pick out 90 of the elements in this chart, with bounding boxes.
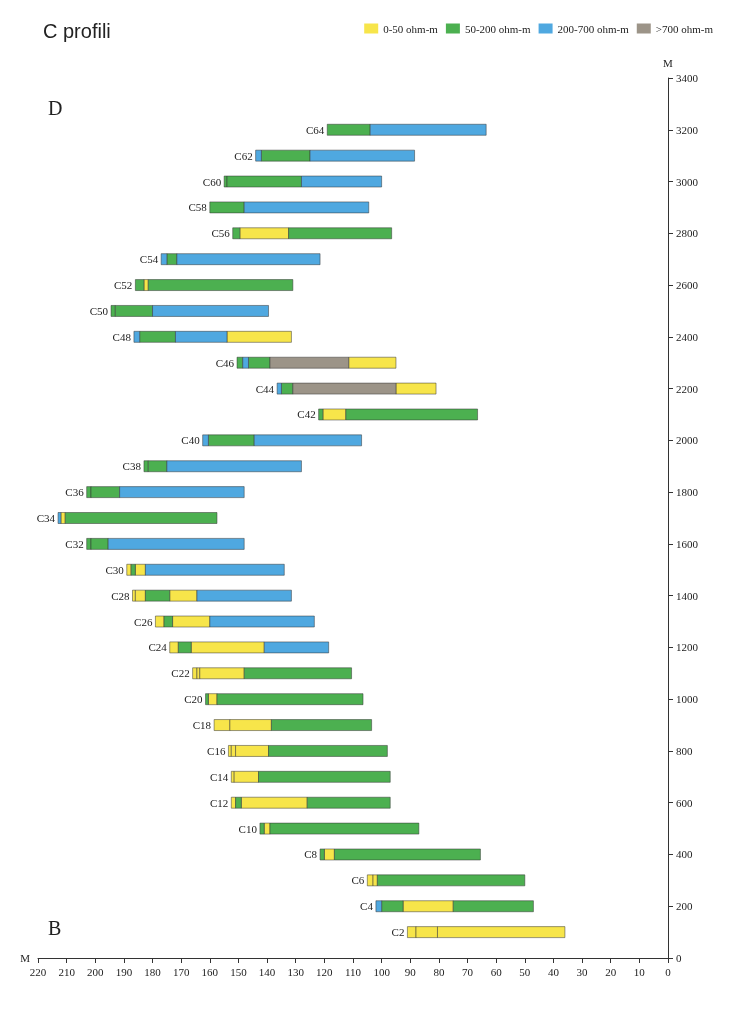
annotation: C56 [211, 227, 231, 240]
annotation: C10 [238, 822, 258, 835]
bar [367, 874, 374, 887]
legend-label: 0-50 ohm-m [383, 22, 439, 35]
y-tick-label: 800 [676, 744, 693, 757]
annotation: C28 [111, 589, 130, 602]
annotation: B [48, 917, 62, 939]
x-tick-label: 40 [547, 965, 560, 978]
x-tick-label: 70 [462, 965, 474, 978]
y-tick-label: 3400 [676, 72, 699, 84]
annotation: C14 [209, 770, 229, 783]
bar [148, 279, 294, 291]
annotation: C50 [89, 304, 109, 317]
y-tick-label: 2800 [676, 227, 699, 240]
y-tick-label: 1000 [676, 693, 699, 706]
y-tick-label: 400 [676, 848, 693, 861]
annotation: C20 [184, 693, 204, 706]
y-tick-label: 3200 [676, 123, 699, 136]
bar [64, 512, 218, 524]
annotation: C46 [215, 356, 235, 369]
x-tick-label: 180 [144, 965, 162, 978]
x-tick-label: 90 [404, 965, 417, 978]
annotation: C2 [391, 926, 405, 939]
x-tick-label: 150 [230, 965, 248, 978]
annotation: C60 [202, 175, 222, 188]
annotation: C18 [192, 719, 212, 732]
y-tick-label: 2000 [676, 434, 699, 447]
annotation: C52 [114, 279, 133, 292]
x-tick-label: 50 [519, 965, 531, 978]
annotation: C6 [351, 874, 365, 887]
x-tick-label: 220 [29, 965, 47, 978]
bar [135, 279, 145, 291]
annotation: C36 [65, 486, 85, 499]
legend-label: >700 ohm-m [655, 22, 714, 35]
x-tick-label: 80 [433, 965, 445, 978]
x-tick-label: 160 [201, 965, 219, 978]
annotation: C54 [139, 253, 159, 266]
annotation: C12 [209, 796, 229, 809]
annotation: C44 [255, 382, 275, 395]
annotation: C22 [171, 667, 190, 680]
annotation: C30 [105, 563, 125, 576]
x-tick-label: 60 [490, 965, 503, 978]
y-tick-label: 1600 [676, 537, 699, 550]
y-tick-label: 0 [676, 952, 682, 964]
annotation: C16 [207, 744, 226, 757]
y-tick-label: 2600 [676, 279, 699, 292]
annotation: C32 [65, 537, 84, 550]
y-tick-label: 2400 [676, 330, 699, 343]
y-axis-title: M [663, 56, 674, 69]
annotation: C8 [304, 848, 318, 861]
annotation: C26 [134, 615, 153, 628]
x-tick-label: 130 [287, 965, 305, 978]
x-tick-label: 10 [633, 965, 646, 978]
bar [269, 822, 420, 835]
annotation: C34 [36, 512, 56, 524]
annotation: C24 [148, 641, 168, 654]
bar [259, 822, 265, 835]
x-tick-label: 190 [115, 965, 133, 978]
y-tick-label: 600 [676, 796, 693, 809]
y-tick-label: 1200 [676, 641, 699, 654]
x-tick-label: 20 [605, 965, 617, 978]
y-tick-label: 3000 [676, 175, 699, 188]
annotation: C64 [305, 123, 325, 136]
x-tick-label: 120 [316, 965, 334, 978]
annotation: C4 [360, 900, 374, 913]
x-tick-label: 170 [172, 965, 190, 978]
annotation: D [48, 97, 63, 119]
y-tick-label: 1800 [676, 486, 699, 499]
annotation: C40 [181, 434, 201, 447]
annotation: C38 [122, 460, 142, 473]
bar [228, 745, 232, 757]
x-tick-label: 30 [576, 965, 589, 978]
bar [57, 512, 62, 524]
annotation: C42 [297, 408, 316, 421]
annotation: C58 [188, 201, 208, 214]
annotation: C62 [234, 149, 253, 162]
x-tick-label: 100 [373, 965, 391, 978]
legend-label: 50-200 ohm-m [464, 22, 532, 35]
x-tick-label: 110 [344, 965, 362, 978]
annotation: C48 [112, 330, 132, 343]
y-tick-label: 200 [676, 900, 693, 913]
x-tick-label: 200 [87, 965, 105, 978]
chart-title: C profili [43, 20, 111, 42]
x-tick-label: 210 [58, 965, 76, 978]
x-tick-label: 140 [258, 965, 276, 978]
x-axis-title: M [20, 952, 31, 964]
y-tick-label: 2200 [676, 382, 699, 395]
x-tick-label: 0 [665, 965, 672, 978]
y-tick-label: 1400 [676, 589, 699, 602]
legend-label: 200-700 ohm-m [557, 22, 630, 35]
